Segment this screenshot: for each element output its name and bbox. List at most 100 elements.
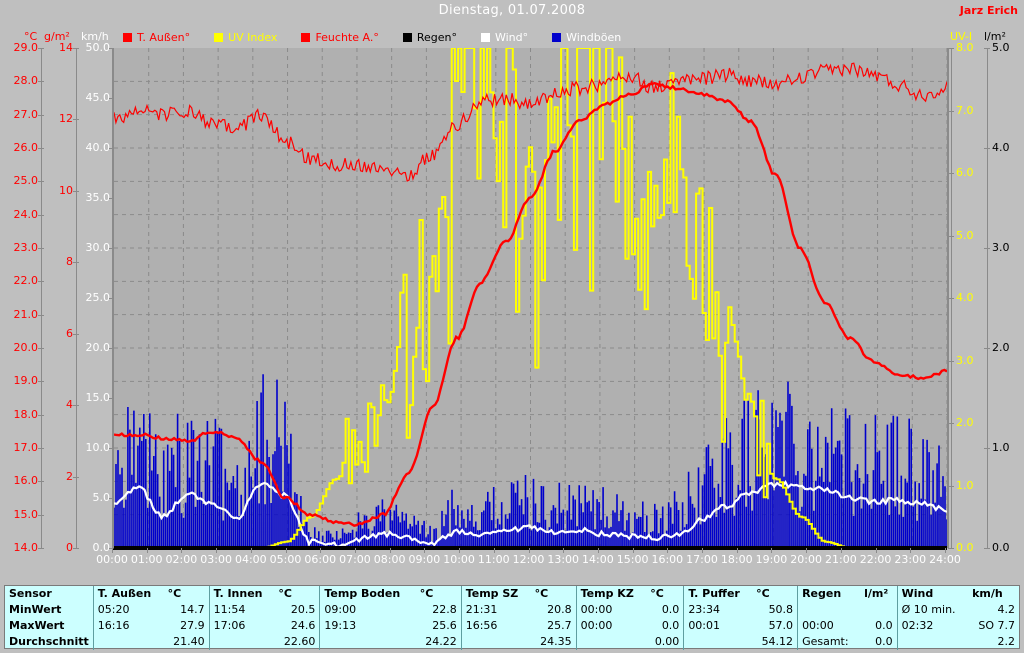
temp-axis-tick: 22.0 [13, 274, 39, 288]
chart-plot-area[interactable] [112, 48, 949, 550]
rain-axis-tickmark [984, 348, 990, 349]
temp-axis-tick: 28.0 [13, 74, 39, 88]
x-axis-tick-label: 12:00 [512, 553, 545, 566]
temp-axis-tickmark [38, 314, 44, 316]
temp-axis-tick: 24.0 [13, 207, 39, 221]
temp-axis-tickmark [38, 148, 44, 149]
abshum-axis-tickmark [73, 476, 79, 478]
table-row: Durchschnitt 21.40 22.60 24.22 24.35 0.00 54.1… [5, 634, 1019, 650]
uv-axis-tick: 8.0 [956, 41, 974, 54]
temp-axis-tick: 21.0 [13, 307, 39, 321]
abshum-axis-tick: 14 [59, 41, 73, 54]
x-axis-tick-label: 13:00 [547, 553, 580, 566]
wind-axis-tick: 45.0 [85, 91, 111, 104]
x-axis-tickmark [389, 548, 391, 553]
table-cell-avg-label: Gesamt: [797, 634, 861, 650]
rain-axis-tick: 5.0 [992, 41, 1010, 54]
rain-axis-tick: 0.0 [992, 541, 1010, 554]
uv-axis-tickmark [948, 298, 954, 299]
table-row-label: Durchschnitt [9, 635, 89, 648]
temp-axis-tickmark [38, 348, 44, 349]
legend-label: T. Außen° [137, 30, 191, 44]
legend-item-windboeen[interactable]: Windböen [552, 31, 621, 44]
x-axis-tickmark [112, 548, 113, 553]
table-col-header-name: Temp SZ [460, 586, 531, 602]
axis-rule-abshum [76, 48, 77, 548]
x-axis-tickmark [424, 548, 426, 553]
table-cell-avg-label [575, 634, 647, 650]
temp-axis-tickmark [38, 214, 44, 216]
legend-swatch-icon [402, 32, 412, 42]
table-cell-max-time: 16:16 [92, 618, 164, 634]
x-axis-tick-label: 07:00 [339, 553, 371, 566]
abshum-axis-tick: 4 [66, 398, 73, 412]
uv-axis-tickmark [948, 235, 954, 237]
table-cell-min-time: 00:00 [575, 602, 647, 618]
table-cell-min-value: 20.8 [547, 603, 572, 616]
table-cell-max-time: 00:00 [797, 618, 861, 634]
x-axis-tick-label: 10:00 [443, 553, 475, 566]
x-axis-tickmark [459, 548, 461, 553]
legend-label: UV Index [228, 30, 278, 44]
x-axis-tick-label: 15:00 [616, 553, 649, 566]
table-cell-max-value: SO 7.7 [978, 619, 1015, 632]
table-cell-max-time: 00:00 [575, 618, 647, 634]
table-cell-avg-label [208, 634, 275, 650]
wind-axis-tick: 0.0 [92, 541, 111, 554]
rain-axis-tick: 3.0 [992, 241, 1010, 254]
x-axis-tick-label: 11:00 [477, 553, 510, 566]
abshum-axis-tick: 6 [66, 326, 73, 340]
temp-axis-tick: 16.0 [13, 474, 39, 488]
table-col-header-unit: km/h [972, 587, 1003, 600]
x-axis-tickmark [840, 548, 842, 553]
legend-item-regen[interactable]: Regen° [402, 31, 457, 44]
uv-axis-tickmark [948, 548, 954, 549]
rain-axis-tickmark [984, 548, 990, 549]
temp-axis-tickmark [38, 81, 44, 83]
temp-axis-tick: 20.0 [13, 341, 39, 354]
table-col-header-name: T. Innen [208, 586, 275, 602]
abshum-axis-tickmark [73, 333, 79, 335]
table-cell-avg-value: 22.60 [283, 635, 316, 648]
temp-axis-tickmark [38, 548, 44, 549]
abshum-axis-tickmark [73, 262, 79, 264]
legend-item-feuchte[interactable]: Feuchte A.° [301, 31, 379, 44]
legend-label: Wind° [494, 30, 529, 44]
temp-axis-tickmark [38, 514, 44, 516]
uv-axis-tick: 5.0 [956, 228, 974, 242]
table-cell-max-value: 27.9 [180, 619, 205, 632]
x-axis-tickmark [702, 548, 704, 553]
summary-table-grid: Sensor T. Außen °C T. Innen °C Temp Boden °C Te… [5, 586, 1019, 650]
table-col-header-name: T. Außen [92, 586, 164, 602]
wind-axis-tick: 40.0 [85, 141, 111, 154]
table-row: MaxWert 16:16 27.9 17:06 24.6 19:13 25.6 16:56 2… [5, 618, 1019, 634]
wind-axis-tick: 30.0 [85, 241, 111, 254]
table-col-header-name: Temp KZ [575, 586, 647, 602]
x-axis-tickmark [667, 548, 669, 553]
abshum-axis-tick: 2 [66, 469, 73, 483]
axis-rule-rain [987, 48, 988, 548]
x-axis-tickmark [736, 548, 738, 553]
x-axis-tickmark [632, 548, 634, 553]
x-axis-tick-label: 09:00 [408, 553, 441, 566]
legend-swatch-icon [480, 32, 490, 42]
table-cell-avg-value: 0.00 [654, 635, 680, 648]
axis-unit-wind: km/h [81, 30, 109, 43]
table-cell-min-time: 11:54 [208, 602, 275, 618]
table-cell-avg-label [683, 634, 753, 650]
temp-axis-tick: 18.0 [13, 407, 39, 421]
plot-right-border [947, 48, 949, 548]
uv-axis-tickmark [948, 360, 954, 362]
legend-item-uv-index[interactable]: UV Index [214, 31, 277, 44]
table-cell-min-time [797, 602, 861, 618]
legend-item-t-aussen[interactable]: T. Außen° [123, 31, 190, 44]
summary-table[interactable]: Sensor T. Außen °C T. Innen °C Temp Boden °C Te… [4, 585, 1020, 650]
table-col-header-unit: °C [534, 587, 549, 600]
x-axis-tick-label: 04:00 [234, 553, 267, 566]
temp-axis-tick: 17.0 [13, 441, 39, 454]
table-col-header-unit: l/m² [864, 587, 889, 600]
rain-axis-tickmark [984, 448, 990, 449]
x-axis-tickmark [528, 548, 530, 553]
x-axis-tick-label: 19:00 [755, 553, 788, 566]
legend-item-wind[interactable]: Wind° [480, 30, 529, 44]
